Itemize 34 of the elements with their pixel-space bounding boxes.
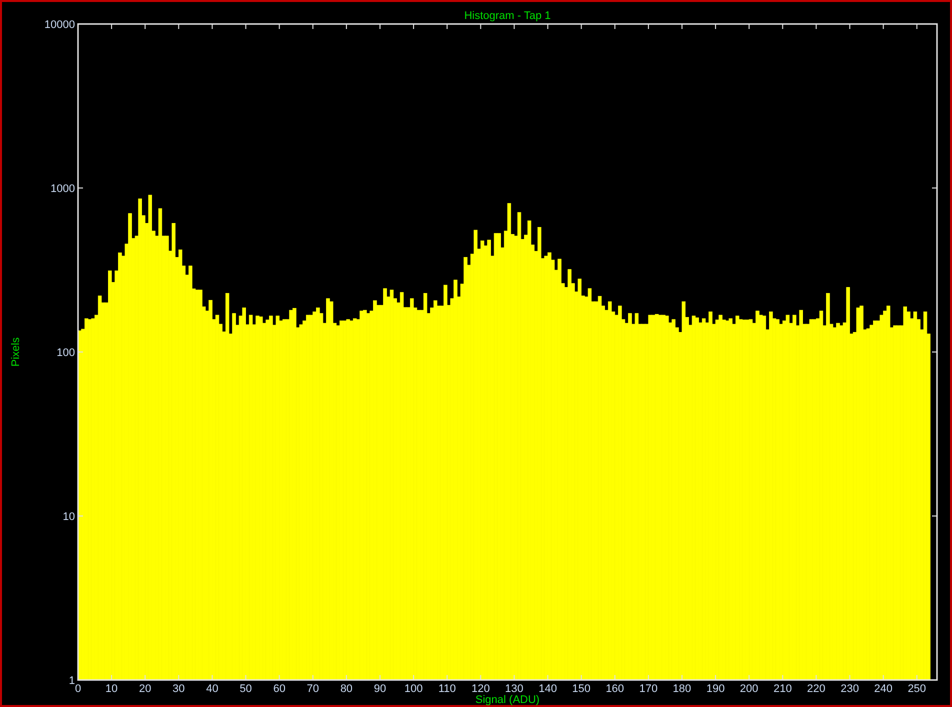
y-tick-label: 1000 [50, 183, 75, 195]
x-tick-label: 0 [74, 683, 82, 695]
y-tick-label: 100 [56, 347, 75, 359]
chart-title: Histogram - Tap 1 [464, 10, 551, 22]
x-tick-label: 120 [471, 683, 490, 695]
x-axis-title: Signal (ADU) [475, 694, 540, 706]
x-tick-label: 250 [908, 683, 926, 695]
x-tick-label: 210 [773, 683, 792, 695]
x-tick-label: 180 [672, 683, 692, 695]
y-tick-label: 10 [62, 511, 75, 523]
x-tick-label: 170 [639, 683, 658, 695]
x-tick-label: 100 [404, 683, 423, 695]
x-tick-label: 160 [606, 683, 624, 695]
x-tick-label: 40 [206, 683, 218, 695]
x-tick-label: 200 [740, 683, 758, 695]
x-tick-label: 70 [306, 683, 320, 695]
y-axis-title: Pixels [10, 336, 22, 367]
x-tick-label: 150 [572, 683, 590, 695]
x-tick-label: 30 [172, 683, 185, 695]
x-tick-label: 230 [840, 683, 859, 695]
x-tick-label: 130 [505, 683, 524, 695]
x-tick-label: 220 [807, 683, 826, 695]
x-tick-label: 80 [340, 683, 353, 695]
x-tick-label: 240 [874, 683, 892, 695]
y-tick-label: 1 [68, 675, 75, 687]
x-tick-label: 50 [240, 683, 252, 695]
x-tick-label: 110 [438, 683, 456, 695]
y-tick-label: 10000 [44, 19, 75, 31]
x-tick-label: 190 [706, 683, 725, 695]
x-tick-label: 140 [538, 683, 557, 695]
x-tick-label: 10 [105, 683, 118, 695]
x-tick-label: 20 [138, 683, 152, 695]
x-tick-label: 90 [374, 683, 386, 695]
x-tick-label: 60 [273, 683, 286, 695]
